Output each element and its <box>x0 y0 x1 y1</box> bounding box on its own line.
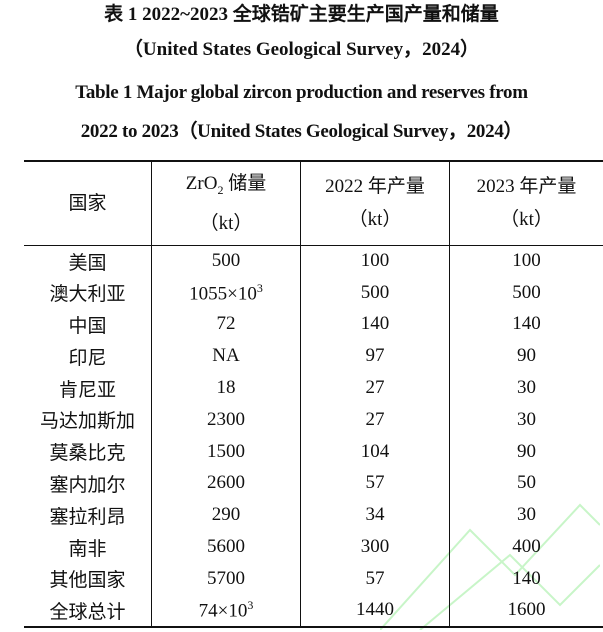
header-country: 国家 <box>24 160 152 246</box>
cell-2022: 140 <box>300 308 450 341</box>
table-row: 中国 72 140 140 <box>24 308 603 341</box>
table-row: 马达加斯加 2300 27 30 <box>24 403 603 436</box>
cell-2023: 500 <box>449 276 603 309</box>
cell-2023: 140 <box>449 562 603 595</box>
cell-reserve: 1055×103 <box>151 276 301 309</box>
cell-reserve: 2300 <box>151 403 301 436</box>
cell-2023: 400 <box>449 531 603 563</box>
title-en-line2: 2022 to 2023（United States Geological Su… <box>80 121 523 142</box>
cell-2023: 100 <box>449 245 603 277</box>
table-row: 印尼 NA 97 90 <box>24 340 603 373</box>
header-2022: 2022 年产量 （kt） <box>300 160 450 246</box>
cell-reserve: 5600 <box>151 531 301 563</box>
cell-country: 美国 <box>68 252 107 274</box>
title-cn-line2: （United States Geological Survey，2024） <box>123 39 480 60</box>
table-row: 塞内加尔 2600 57 50 <box>24 467 603 500</box>
cell-country: 中国 <box>68 315 107 337</box>
cell-reserve: 72 <box>151 308 301 341</box>
title-en-line1: Table 1 Major global zircon production a… <box>75 82 528 103</box>
table-row: 澳大利亚 1055×103 500 500 <box>24 276 603 309</box>
table-row: 莫桑比克 1500 104 90 <box>24 435 603 468</box>
cell-2023: 30 <box>449 372 603 404</box>
cell-2023: 30 <box>449 499 603 532</box>
cell-reserve: 18 <box>151 372 301 404</box>
cell-2023: 90 <box>449 435 603 468</box>
cell-2023: 90 <box>449 340 603 373</box>
cell-reserve: 5700 <box>151 562 301 595</box>
cell-country: 南非 <box>68 538 107 560</box>
table-row: 南非 5600 300 400 <box>24 531 603 563</box>
table-row: 塞拉利昂 290 34 30 <box>24 499 603 532</box>
cell-country: 莫桑比克 <box>49 443 126 465</box>
cell-2022: 57 <box>300 562 450 595</box>
header-row: 国家 ZrO2 储量 （kt） 2022 年产量 （kt） 2023 年产量 （… <box>24 160 603 246</box>
cell-country: 马达加斯加 <box>39 411 135 433</box>
cell-2022: 97 <box>300 340 450 373</box>
cell-country: 其他国家 <box>49 570 126 592</box>
cell-reserve: 2600 <box>151 467 301 500</box>
table-row: 美国 500 100 100 <box>24 245 603 277</box>
cell-reserve: 1500 <box>151 435 301 468</box>
cell-reserve: NA <box>151 340 301 373</box>
cell-2022: 1440 <box>300 594 450 628</box>
zircon-table: 国家 ZrO2 储量 （kt） 2022 年产量 （kt） 2023 年产量 （… <box>24 160 603 628</box>
table-row: 肯尼亚 18 27 30 <box>24 372 603 404</box>
cell-2023: 140 <box>449 308 603 341</box>
cell-reserve: 500 <box>151 245 301 277</box>
table-row: 其他国家 5700 57 140 <box>24 562 603 595</box>
cell-country: 澳大利亚 <box>49 284 126 306</box>
cell-country: 塞拉利昂 <box>49 506 126 528</box>
cell-2023: 1600 <box>449 594 603 628</box>
cell-2022: 500 <box>300 276 450 309</box>
cell-reserve: 290 <box>151 499 301 532</box>
cell-2022: 27 <box>300 372 450 404</box>
title-cn-line1: 表 1 2022~2023 全球锆矿主要生产国产量和储量 <box>104 4 499 25</box>
header-2023: 2023 年产量 （kt） <box>449 160 603 246</box>
cell-2023: 50 <box>449 467 603 500</box>
cell-country: 塞内加尔 <box>49 474 126 496</box>
cell-2022: 104 <box>300 435 450 468</box>
cell-country: 肯尼亚 <box>58 379 116 401</box>
cell-reserve: 74×103 <box>151 594 301 628</box>
cell-2022: 300 <box>300 531 450 563</box>
cell-2022: 100 <box>300 245 450 277</box>
header-reserve: ZrO2 储量 （kt） <box>151 160 301 246</box>
cell-2022: 34 <box>300 499 450 532</box>
cell-2022: 57 <box>300 467 450 500</box>
cell-country: 全球总计 <box>24 594 152 628</box>
cell-country: 印尼 <box>68 347 107 369</box>
cell-2022: 27 <box>300 403 450 436</box>
table-row: 全球总计 74×103 1440 1600 <box>24 594 603 628</box>
cell-2023: 30 <box>449 403 603 436</box>
